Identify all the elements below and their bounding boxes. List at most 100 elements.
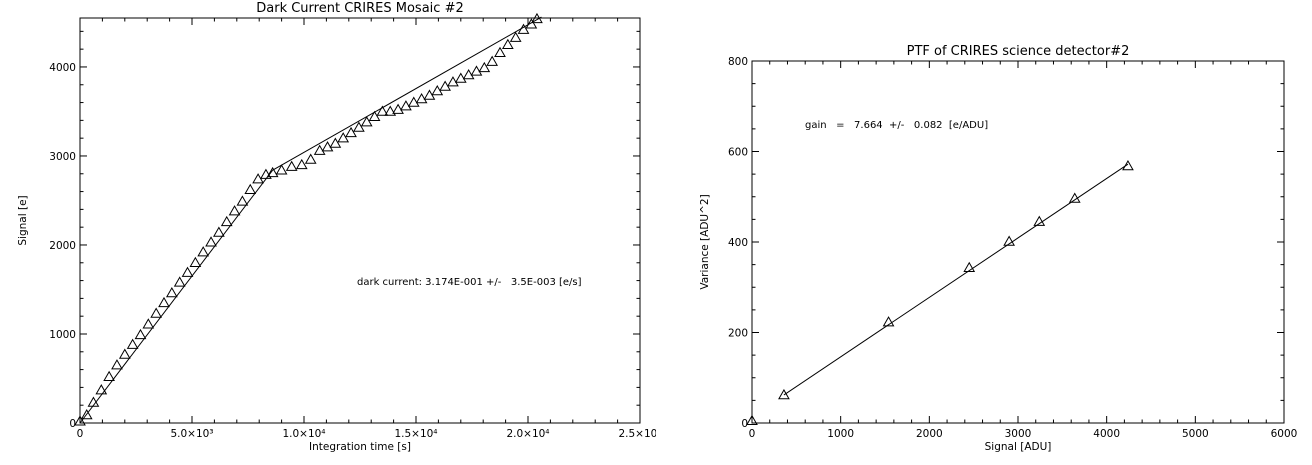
x-tick-label: 3000 <box>1005 428 1032 440</box>
dark-current-chart-svg: Dark Current CRIRES Mosaic #2 Integratio… <box>17 1 662 453</box>
data-point-marker <box>158 296 170 308</box>
data-point-marker <box>95 384 108 395</box>
fit-line <box>272 16 542 171</box>
data-point-marker <box>80 408 93 420</box>
dark-current-annotation: dark current: 3.174E-001 +/- 3.5E-003 [e… <box>357 277 582 288</box>
data-point-marker <box>525 18 538 29</box>
y-tick-label: 0 <box>69 418 76 430</box>
data-point-marker <box>260 168 272 179</box>
dark-current-chart: Dark Current CRIRES Mosaic #2 Integratio… <box>0 0 662 461</box>
x-tick-label: 1.5×10⁴ <box>394 428 437 440</box>
data-point-marker <box>142 318 155 329</box>
data-point-marker <box>486 55 499 66</box>
data-point-marker <box>337 132 350 143</box>
data-point-marker <box>462 68 475 80</box>
x-tick-label: 0 <box>749 428 756 440</box>
data-point-marker <box>400 100 412 111</box>
plot-frame <box>79 17 641 424</box>
data-point-marker <box>882 316 895 327</box>
x-tick-label: 2.5×10⁴ <box>618 428 656 440</box>
data-point-marker <box>181 266 194 277</box>
data-point-marker <box>285 160 298 171</box>
data-point-marker <box>368 110 381 122</box>
data-point-marker <box>353 121 365 132</box>
ptf-chart: PTF of CRIRES science detector#2 Signal … <box>668 0 1312 461</box>
data-point-marker <box>321 141 334 152</box>
data-point-marker <box>173 276 186 287</box>
data-point-marker <box>220 215 233 227</box>
data-point-marker <box>329 137 342 148</box>
data-point-marker <box>244 183 257 195</box>
data-point-marker <box>111 359 123 370</box>
y-tick-label: 800 <box>728 56 748 68</box>
data-point-marker <box>118 348 131 359</box>
data-point-marker <box>531 12 543 24</box>
x-tick-label: 0 <box>77 428 84 440</box>
data-point-marker <box>165 287 178 298</box>
data-point-marker <box>275 164 288 175</box>
x-tick-label: 1000 <box>827 428 854 440</box>
y-axis-label: Variance [ADU^2] <box>699 194 711 289</box>
data-point-marker <box>470 65 483 76</box>
x-axis-label: Integration time [s] <box>309 441 411 453</box>
data-point-marker <box>87 396 100 407</box>
data-point-marker <box>415 92 428 104</box>
data-point-marker <box>103 370 115 381</box>
x-tick-label: 5000 <box>1182 428 1209 440</box>
y-tick-label: 2000 <box>49 240 76 252</box>
x-tick-label: 1.0×10⁴ <box>282 428 325 440</box>
x-tick-label: 6000 <box>1271 428 1298 440</box>
data-point-marker <box>1122 159 1134 171</box>
data-point-marker <box>392 103 404 114</box>
y-tick-label: 600 <box>728 147 748 159</box>
data-point-marker <box>304 153 317 164</box>
data-point-marker <box>778 388 790 400</box>
data-point-marker <box>295 158 308 170</box>
plot-frame <box>751 60 1285 424</box>
data-point-marker <box>345 126 357 138</box>
data-point-marker <box>963 261 976 273</box>
data-point-marker <box>1033 215 1046 226</box>
y-tick-label: 3000 <box>49 151 76 163</box>
data-point-marker <box>509 31 522 42</box>
data-point-marker <box>376 105 389 116</box>
data-point-marker <box>205 236 217 247</box>
y-tick-label: 200 <box>728 328 748 340</box>
chart-title: Dark Current CRIRES Mosaic #2 <box>256 1 463 16</box>
x-tick-label: 4000 <box>1093 428 1120 440</box>
data-point-marker <box>454 72 467 83</box>
data-point-marker <box>1068 192 1081 203</box>
data-point-marker <box>494 46 506 57</box>
gain-annotation: gain = 7.664 +/- 0.082 [e/ADU] <box>805 120 988 131</box>
data-point-marker <box>384 105 397 116</box>
y-tick-label: 0 <box>741 418 748 430</box>
ptf-chart-svg: PTF of CRIRES science detector#2 Signal … <box>699 44 1298 453</box>
data-point-marker <box>213 226 225 237</box>
y-tick-label: 4000 <box>49 62 76 74</box>
data-point-marker <box>266 166 279 178</box>
data-point-marker <box>360 116 373 127</box>
x-tick-label: 2.0×10⁴ <box>506 428 549 440</box>
x-tick-label: 2000 <box>916 428 943 440</box>
data-point-marker <box>313 144 326 155</box>
data-point-marker <box>134 328 147 340</box>
data-point-marker <box>447 76 459 87</box>
data-point-marker <box>74 415 86 426</box>
data-point-marker <box>746 414 758 425</box>
data-point-marker <box>197 246 210 257</box>
fit-line <box>783 163 1129 396</box>
data-point-marker <box>126 338 139 349</box>
data-point-marker <box>478 61 491 73</box>
data-point-marker <box>236 195 249 206</box>
data-point-marker <box>1003 235 1015 246</box>
data-point-marker <box>501 38 514 49</box>
chart-title: PTF of CRIRES science detector#2 <box>907 44 1130 59</box>
y-tick-label: 1000 <box>49 329 76 341</box>
x-axis-label: Signal [ADU] <box>985 441 1052 453</box>
data-point-marker <box>517 23 530 34</box>
y-tick-label: 400 <box>728 237 748 249</box>
data-point-marker <box>150 307 163 318</box>
data-point-marker <box>189 256 202 268</box>
x-tick-label: 5.0×10³ <box>170 428 213 440</box>
data-point-marker <box>407 96 420 107</box>
